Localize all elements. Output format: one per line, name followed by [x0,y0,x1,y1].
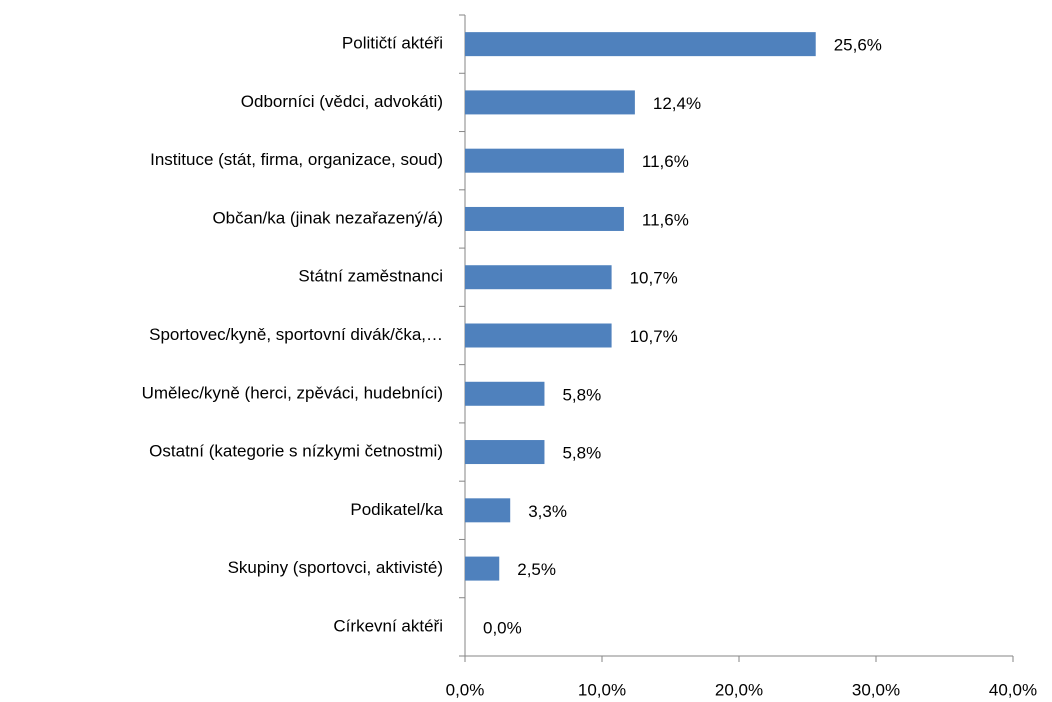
bar [465,90,635,115]
x-tick-label: 20,0% [715,680,763,699]
x-tick-label: 40,0% [989,680,1037,699]
value-label: 10,7% [630,327,678,346]
bar [465,556,500,581]
bar [465,440,545,465]
value-label: 5,8% [562,444,601,463]
bar [465,323,612,348]
value-label: 11,6% [642,210,689,229]
x-tick-label: 30,0% [852,680,900,699]
y-tick-label: Umělec/kyně (herci, zpěváci, hudebníci) [142,383,443,402]
x-tick-label: 10,0% [578,680,626,699]
y-tick-label: Ostatní (kategorie s nízkymi četnostmi) [149,442,443,461]
value-label: 5,8% [562,385,601,404]
value-label: 2,5% [517,560,556,579]
bar [465,206,624,231]
bar [465,32,816,57]
x-tick-label: 0,0% [446,680,485,699]
y-tick-label: Skupiny (sportovci, aktivisté) [228,558,443,577]
bar [465,148,624,173]
y-tick-label: Instituce (stát, firma, organizace, soud… [150,150,443,169]
y-tick-label: Církevní aktéři [333,616,443,635]
bar [465,265,612,290]
value-label: 10,7% [630,269,678,288]
y-tick-label: Státní zaměstnanci [298,267,443,286]
y-tick-label: Političtí aktéři [342,34,443,53]
y-tick-label: Odborníci (vědci, advokáti) [241,92,443,111]
y-tick-label: Podikatel/ka [350,500,443,519]
bar [465,381,545,406]
value-label: 11,6% [642,152,689,171]
value-label: 25,6% [834,36,882,55]
value-label: 0,0% [483,618,522,637]
y-tick-label: Sportovec/kyně, sportovní divák/čka,… [149,325,443,344]
value-label: 3,3% [528,502,567,521]
bar [465,498,511,523]
value-label: 12,4% [653,94,701,113]
y-tick-label: Občan/ka (jinak nezařazený/á) [212,208,443,227]
